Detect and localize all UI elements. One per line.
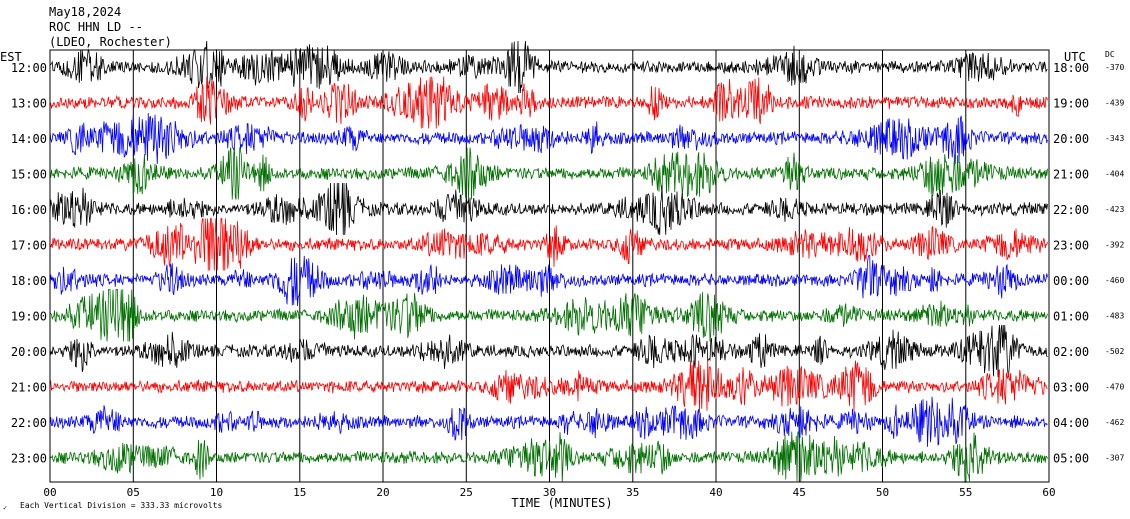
est-hour-label: 20:00	[11, 345, 47, 359]
header-date: May18,2024	[49, 5, 121, 19]
est-hour-label: 15:00	[11, 168, 47, 182]
dc-offset-label: -423	[1105, 205, 1124, 214]
dc-offset-label: -439	[1105, 99, 1124, 108]
seismic-trace	[49, 288, 1048, 342]
seismic-trace	[49, 147, 1048, 200]
utc-hour-labels: 18:00 19:00 20:00 21:00 22:00 23:00 00:00 01:00…	[1053, 61, 1089, 466]
dc-offset-label: -343	[1105, 134, 1124, 143]
x-tick-label: 35	[626, 486, 639, 499]
dc-offset-label: -470	[1105, 383, 1124, 392]
scale-note: ✓ Each Vertical Division = 333.33 microv…	[3, 501, 222, 512]
x-tick-label: 50	[876, 486, 889, 499]
dc-offset-label: -370	[1105, 63, 1124, 72]
seismic-trace	[49, 254, 1048, 307]
utc-hour-label: 05:00	[1053, 452, 1089, 466]
est-hour-label: 17:00	[11, 239, 47, 253]
plot-frame	[49, 49, 1050, 483]
est-hour-label: 14:00	[11, 132, 47, 146]
scale-mark-icon: ✓	[3, 504, 7, 512]
dc-offset-label: -392	[1105, 241, 1124, 250]
seismic-trace	[49, 40, 1048, 94]
est-hour-label: 13:00	[11, 97, 47, 111]
left-axis-title: EST	[0, 50, 22, 64]
utc-hour-label: 23:00	[1053, 239, 1089, 253]
est-hour-label: 21:00	[11, 381, 47, 395]
seismic-trace	[49, 324, 1048, 378]
seismic-trace	[49, 112, 1048, 165]
x-tick-label: 20	[376, 486, 389, 499]
est-hour-label: 23:00	[11, 452, 47, 466]
x-tick-label: 30	[543, 486, 556, 499]
seismic-trace	[49, 217, 1048, 271]
utc-hour-label: 00:00	[1053, 274, 1089, 288]
est-hour-labels: 12:00 13:00 14:00 15:00 16:00 17:00 18:00 19:00…	[11, 61, 47, 466]
seismic-trace	[49, 360, 1048, 413]
utc-hour-label: 21:00	[1053, 168, 1089, 182]
x-tick-label: 40	[709, 486, 722, 499]
x-tick-label: 05	[127, 486, 140, 499]
x-tick-label: 25	[460, 486, 473, 499]
x-tick-labels: 00 05 10 15 20 25 30 35 40 45 50 55 60	[43, 486, 1055, 499]
seismic-trace	[49, 182, 1048, 236]
dc-offset-label: -460	[1105, 276, 1124, 285]
est-hour-label: 18:00	[11, 274, 47, 288]
dc-offset-label: -502	[1105, 347, 1124, 356]
dc-title: DC	[1105, 50, 1115, 59]
est-hour-label: 22:00	[11, 416, 47, 430]
dc-offset-label: -483	[1105, 312, 1124, 321]
dc-offset-labels: -370 -439 -343 -404 -423 -392 -460 -483 -502 -470…	[1105, 63, 1124, 463]
x-tick-label: 10	[210, 486, 223, 499]
right-axis-title: UTC	[1064, 50, 1086, 64]
est-hour-label: 16:00	[11, 203, 47, 217]
utc-hour-label: 04:00	[1053, 416, 1089, 430]
x-tick-label: 00	[43, 486, 56, 499]
dc-offset-label: -404	[1105, 170, 1124, 179]
est-hour-label: 12:00	[11, 61, 47, 75]
x-tick-label: 60	[1042, 486, 1055, 499]
x-axis-title: TIME (MINUTES)	[511, 496, 612, 510]
utc-hour-label: 18:00	[1053, 61, 1089, 75]
utc-hour-label: 02:00	[1053, 345, 1089, 359]
utc-hour-label: 01:00	[1053, 310, 1089, 324]
header: May18,2024 ROC HHN LD -- (LDEO, Rocheste…	[49, 5, 172, 49]
utc-hour-label: 19:00	[1053, 97, 1089, 111]
x-tick-label: 15	[293, 486, 306, 499]
vertical-gridlines	[132, 50, 967, 482]
est-hour-label: 19:00	[11, 310, 47, 324]
x-tick-label: 55	[959, 486, 972, 499]
seismic-trace	[49, 430, 1048, 484]
seismic-trace	[49, 396, 1048, 447]
seismic-traces	[49, 40, 1048, 484]
x-tick-label: 45	[793, 486, 806, 499]
utc-hour-label: 03:00	[1053, 381, 1089, 395]
dc-offset-label: -462	[1105, 418, 1124, 427]
seismic-trace	[49, 76, 1048, 129]
header-station: ROC HHN LD --	[49, 20, 143, 34]
scale-note-text: Each Vertical Division = 333.33 microvol…	[20, 501, 222, 510]
dc-offset-label: -307	[1105, 454, 1124, 463]
utc-hour-label: 22:00	[1053, 203, 1089, 217]
utc-hour-label: 20:00	[1053, 132, 1089, 146]
header-network: (LDEO, Rochester)	[49, 35, 172, 49]
